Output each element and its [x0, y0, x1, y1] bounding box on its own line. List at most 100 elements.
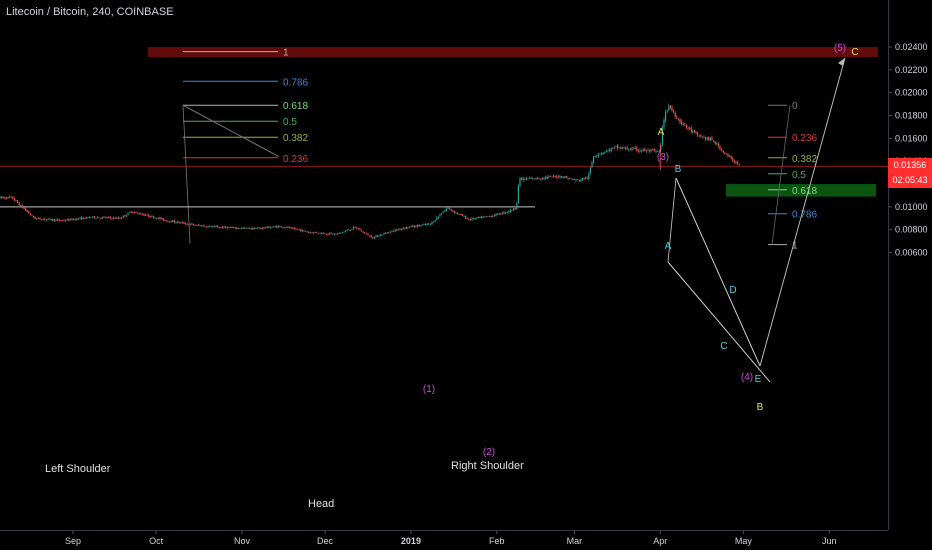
candle-body: [279, 226, 281, 227]
candle-body: [676, 117, 678, 119]
candle-body: [700, 135, 702, 137]
candle-body: [348, 229, 350, 231]
candle-body: [625, 147, 627, 149]
candle-body: [554, 176, 556, 177]
candle-body: [361, 230, 363, 232]
fib-retracement-left[interactable]: 1 0.786 0.618 0.5 0.382 0.236: [182, 48, 308, 244]
candle-body: [482, 216, 484, 218]
candle-body: [413, 225, 415, 228]
candle-body: [193, 224, 195, 226]
time-tick-label: May: [735, 536, 753, 546]
candle-body: [388, 232, 390, 234]
wave-line[interactable]: [667, 261, 771, 383]
candle-body: [249, 227, 251, 229]
candle-body: [332, 233, 334, 235]
head-label: Head: [308, 498, 334, 510]
candle-body: [479, 216, 481, 218]
wave-4-label: (4): [741, 372, 753, 383]
candle-body: [252, 228, 254, 230]
time-axis[interactable]: Sep Oct Nov Dec 2019 Feb Mar Apr May Jun: [65, 530, 836, 546]
candle-body: [420, 225, 422, 227]
candle-body: [653, 149, 655, 151]
candle-body: [172, 220, 174, 223]
candle-body: [444, 210, 446, 212]
price-tick-label: 0.01800: [895, 111, 928, 121]
candle-body: [173, 220, 175, 223]
candle-body: [157, 217, 159, 219]
fib-level-label: 0.618: [283, 101, 308, 112]
fib-range-line[interactable]: [182, 105, 191, 244]
candle-body: [647, 149, 649, 151]
wave-line[interactable]: [759, 57, 846, 367]
candle-body: [709, 138, 711, 141]
fib-level-label: 0.786: [283, 77, 308, 88]
candle-body: [186, 223, 188, 225]
candle-body: [321, 233, 323, 234]
candle-body: [359, 228, 361, 231]
candle-body: [82, 217, 84, 220]
wave-3-label: (3): [657, 152, 669, 163]
candle-body: [705, 137, 707, 140]
candle-body: [23, 207, 25, 209]
candle-body: [298, 229, 300, 231]
candle-body: [281, 226, 283, 228]
price-tick-label: 0.02400: [895, 42, 928, 52]
candle-body: [10, 196, 12, 198]
wave-drawings[interactable]: [667, 57, 846, 383]
time-tick-label: Nov: [234, 536, 251, 546]
candle-body: [50, 218, 52, 221]
candle-body: [514, 208, 516, 210]
candle-body: [570, 178, 572, 180]
candle-body: [511, 210, 513, 211]
price-axis-divider: [888, 0, 889, 530]
candle-body: [346, 229, 348, 231]
fib-retracement-right[interactable]: 0 0.236 0.382 0.5 0.618 0.786 1: [768, 101, 817, 252]
candle-body: [58, 219, 60, 221]
candle-body: [370, 235, 372, 238]
candle-body: [324, 233, 326, 235]
candles-layer: [0, 103, 740, 239]
fib-range-line[interactable]: [771, 105, 791, 245]
candle-body: [87, 217, 89, 219]
candle-body: [679, 119, 681, 123]
candle-body: [156, 218, 158, 220]
candle-body: [426, 224, 428, 225]
candle-body: [217, 226, 219, 228]
candle-body: [130, 211, 132, 213]
candle-body: [626, 147, 628, 150]
support-zone[interactable]: [726, 184, 876, 197]
candle-body: [375, 235, 377, 237]
candle-body: [13, 198, 15, 201]
candle-body: [639, 150, 641, 152]
triangle-a-label: A: [665, 241, 672, 252]
time-tick-label: Mar: [567, 536, 583, 546]
candle-body: [461, 214, 463, 217]
resistance-zone[interactable]: [148, 47, 878, 58]
candle-body: [442, 212, 444, 214]
candle-body: [567, 178, 569, 180]
candle-body: [689, 127, 691, 129]
candle-body: [522, 178, 524, 181]
candle-body: [404, 228, 406, 229]
candle-body: [671, 107, 673, 111]
candle-body: [143, 214, 145, 216]
candle-body: [636, 147, 638, 151]
fib-level-label: 1: [792, 241, 798, 252]
wave-line[interactable]: [675, 177, 761, 367]
candle-body: [340, 232, 342, 234]
candle-body: [498, 213, 500, 215]
candle-body: [175, 222, 177, 224]
candle-body: [74, 218, 76, 220]
candle-body: [231, 227, 233, 229]
candle-body: [658, 151, 660, 152]
candle-body: [738, 163, 740, 165]
wave-line[interactable]: [667, 177, 677, 263]
candle-body: [657, 151, 659, 153]
candle-body: [599, 153, 601, 155]
candle-body: [244, 227, 246, 229]
fib-level-label: 0.5: [792, 170, 806, 181]
candle-body: [141, 214, 143, 215]
candle-body: [330, 232, 332, 234]
fib-trend-line[interactable]: [182, 104, 280, 158]
